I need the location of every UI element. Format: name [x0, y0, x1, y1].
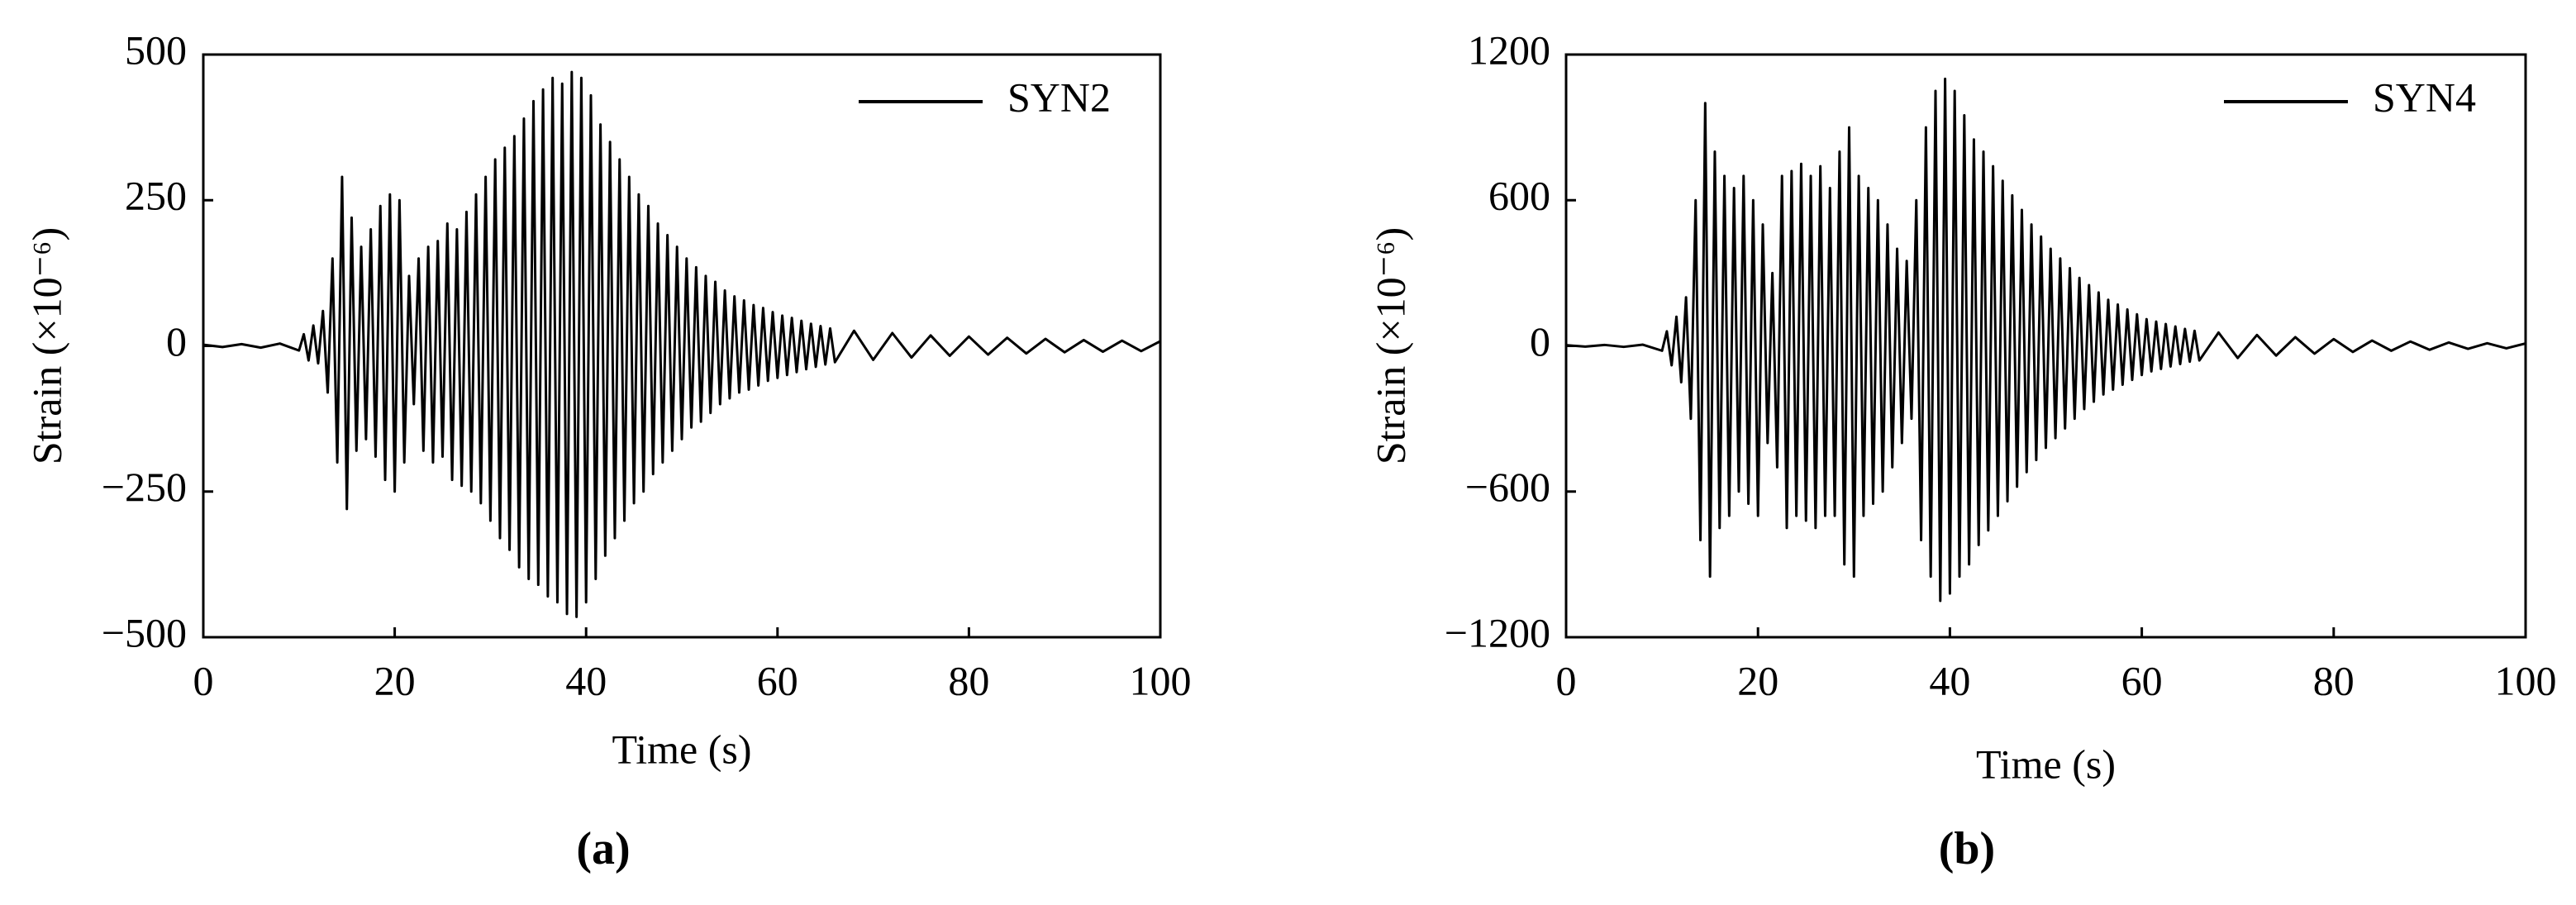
y-tick-label: 600 — [1488, 173, 1550, 219]
legend-label: SYN4 — [2373, 74, 2476, 120]
y-tick-label: −1200 — [1445, 609, 1550, 655]
x-tick-label: 100 — [1130, 657, 1192, 703]
caption: (b) — [1939, 823, 1995, 874]
data-line — [1565, 77, 2526, 603]
x-tick-label: 0 — [193, 657, 214, 703]
x-tick-label: 60 — [757, 657, 798, 703]
data-line — [202, 70, 1161, 618]
x-axis-title: Time (s) — [612, 726, 751, 772]
y-tick-label: −500 — [102, 609, 187, 655]
y-tick-label: 1200 — [1468, 26, 1550, 73]
x-tick-label: 60 — [2121, 657, 2163, 703]
y-axis-title: Strain (×10⁻⁶) — [23, 227, 69, 464]
y-tick-label: 250 — [125, 173, 187, 219]
y-tick-label: 500 — [125, 26, 187, 73]
x-tick-label: 80 — [948, 657, 989, 703]
caption: (a) — [576, 823, 630, 874]
x-tick-label: 20 — [1737, 657, 1778, 703]
x-tick-label: 80 — [2313, 657, 2355, 703]
x-tick-label: 40 — [1929, 657, 1970, 703]
x-tick-label: 0 — [1556, 657, 1577, 703]
y-tick-label: −250 — [102, 464, 187, 510]
x-tick-label: 20 — [374, 657, 416, 703]
x-tick-label: 40 — [565, 657, 607, 703]
x-tick-label: 100 — [2495, 657, 2557, 703]
legend-label: SYN2 — [1007, 74, 1111, 120]
y-tick-label: −600 — [1465, 464, 1550, 510]
y-tick-label: 0 — [1530, 318, 1550, 364]
y-axis-title: Strain (×10⁻⁶) — [1367, 227, 1413, 464]
y-tick-label: 0 — [166, 318, 187, 364]
x-axis-title: Time (s) — [1976, 741, 2116, 787]
